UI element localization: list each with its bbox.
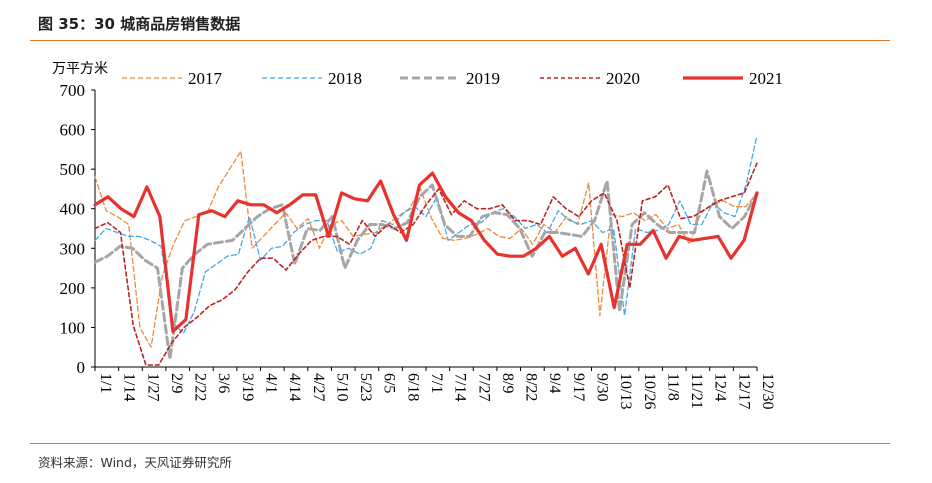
y-tick-label: 700 xyxy=(60,81,86,100)
bottom-rule xyxy=(30,443,890,444)
x-tick-label: 7/27 xyxy=(475,373,492,401)
y-tick-label: 300 xyxy=(60,239,86,258)
x-tick-label: 6/5 xyxy=(381,373,398,393)
plot-area xyxy=(93,134,759,366)
x-axis: 1/1 1/14 1/27 2/9 2/22 3/6 3/19 4/1 4/14 4/27 5/10… xyxy=(94,366,776,409)
legend-label-2017: 2017 xyxy=(188,69,223,88)
x-tick-label: 11/8 xyxy=(664,373,681,401)
x-tick-label: 6/18 xyxy=(404,373,421,401)
x-tick-label: 3/6 xyxy=(215,373,232,393)
series-line-2017 xyxy=(94,150,758,348)
x-tick-label: 9/4 xyxy=(546,373,563,393)
x-tick-label: 4/27 xyxy=(310,373,327,401)
x-tick-label: 2/22 xyxy=(192,373,209,401)
x-tick-label: 12/30 xyxy=(759,373,776,409)
series-line-2020 xyxy=(94,162,758,366)
series-line-2019 xyxy=(93,169,759,361)
x-tick-label: 4/1 xyxy=(263,373,280,393)
x-tick-label: 12/4 xyxy=(712,373,729,401)
x-tick-label: 3/19 xyxy=(239,373,256,401)
top-rule xyxy=(30,40,890,41)
legend-label-2018: 2018 xyxy=(328,69,362,88)
source-note: 资料来源：Wind，天风证券研究所 xyxy=(38,455,232,470)
x-tick-label: 1/1 xyxy=(97,373,114,393)
y-axis: 0 100 200 300 400 500 600 700 xyxy=(60,81,96,377)
x-tick-label: 10/26 xyxy=(641,373,658,409)
x-tick-label: 5/10 xyxy=(333,373,350,401)
figure-title: 图 35：30 城商品房销售数据 xyxy=(38,15,241,33)
x-tick-label: 7/1 xyxy=(428,373,445,393)
y-tick-label: 200 xyxy=(60,279,86,298)
y-axis-label: 万平方米 xyxy=(52,61,108,77)
series-line-2021 xyxy=(93,171,759,333)
x-tick-label: 1/27 xyxy=(144,373,161,401)
x-tick-label: 11/21 xyxy=(688,373,705,409)
x-tick-label: 4/14 xyxy=(286,373,303,401)
y-tick-label: 100 xyxy=(60,318,86,337)
x-tick-label: 12/17 xyxy=(735,373,752,409)
x-tick-label: 8/22 xyxy=(523,373,540,401)
x-tick-label: 2/9 xyxy=(168,373,185,393)
y-tick-label: 400 xyxy=(60,200,86,219)
legend: 2017 2018 2019 2020 2021 xyxy=(122,69,783,88)
y-tick-label: 600 xyxy=(60,121,86,140)
legend-label-2021: 2021 xyxy=(749,69,783,88)
x-tick-label: 9/30 xyxy=(594,373,611,401)
series-line-2018 xyxy=(94,134,758,335)
x-tick-label: 10/13 xyxy=(617,373,634,409)
x-tick-label: 1/14 xyxy=(121,373,138,401)
x-tick-label: 7/14 xyxy=(452,373,469,401)
x-tick-label: 8/9 xyxy=(499,373,516,393)
y-tick-label: 0 xyxy=(77,358,86,377)
legend-label-2019: 2019 xyxy=(466,69,500,88)
legend-label-2020: 2020 xyxy=(606,69,640,88)
y-tick-label: 500 xyxy=(60,160,86,179)
x-tick-label: 9/17 xyxy=(570,373,587,401)
x-tick-label: 5/23 xyxy=(357,373,374,401)
